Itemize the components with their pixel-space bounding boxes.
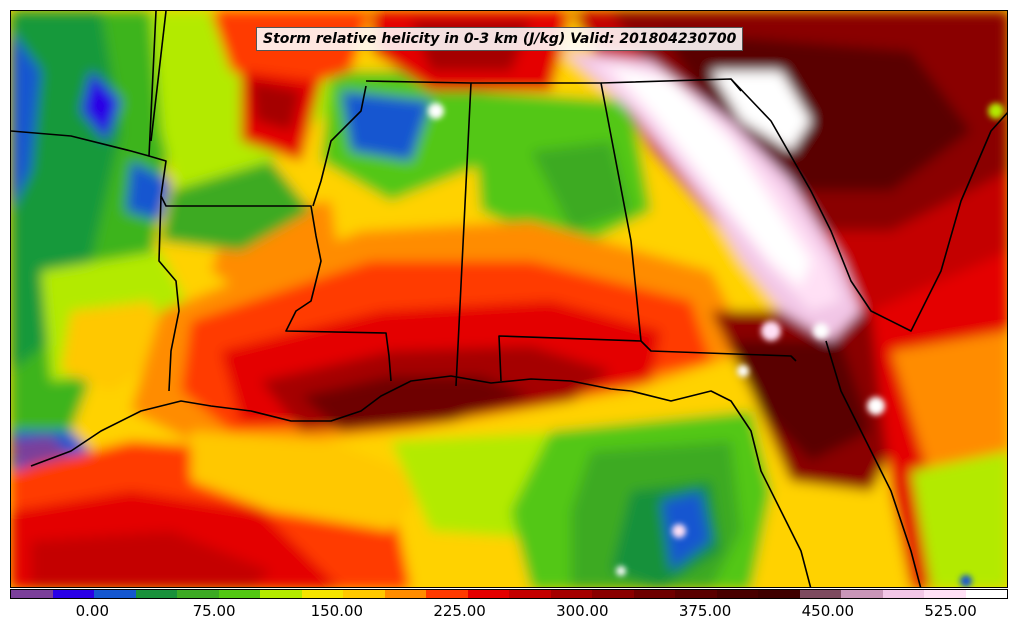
shaded-contours	[11, 11, 1007, 587]
colorbar-tick-label: 450.00	[801, 602, 855, 620]
colorbar-segment-23	[965, 590, 1007, 598]
boundaries	[11, 11, 1007, 587]
colorbar-segment-0	[11, 590, 53, 598]
florida-west-coast	[630, 390, 812, 587]
small-cells	[428, 103, 1004, 587]
texas-louisiana-border	[158, 195, 180, 392]
helicity-field	[11, 11, 1007, 587]
colorbar-segment-7	[301, 590, 343, 598]
colorbar-segment-21	[882, 590, 924, 598]
map-title: Storm relative helicity in 0-3 km (J/kg)…	[256, 27, 744, 51]
mississippi-river	[312, 85, 367, 207]
colorbar-segment-1	[52, 590, 94, 598]
colorbar-tick-label: 300.00	[556, 602, 609, 620]
colorbar-segment-19	[799, 590, 841, 598]
colorbar-segment-18	[758, 590, 800, 598]
colorbar-segment-3	[135, 590, 177, 598]
colorbar-tick-label: 525.00	[924, 602, 977, 620]
carolina-coast	[730, 78, 1007, 332]
florida-georgia-border	[640, 340, 797, 362]
colorbar-segment-4	[177, 590, 219, 598]
colorbar	[10, 589, 1008, 599]
florida-east-coast	[825, 340, 922, 587]
state-borders-west	[148, 11, 392, 382]
colorbar-tick-label: 150.00	[310, 602, 364, 620]
colorbar-segment-14	[592, 590, 634, 598]
colorbar-segment-15	[633, 590, 675, 598]
colorbar-tick-label: 75.00	[192, 602, 236, 620]
oklahoma-border	[150, 11, 167, 142]
colorbar-segment-2	[94, 590, 136, 598]
colorbar-tick-label: 375.00	[678, 602, 732, 620]
helicity-map: Storm relative helicity in 0-3 km (J/kg)…	[10, 10, 1008, 588]
colorbar-segment-5	[218, 590, 260, 598]
colorbar-tick-label: 225.00	[433, 602, 486, 620]
gulf-coast	[30, 375, 632, 467]
colorbar-segment-10	[426, 590, 468, 598]
colorbar-segment-11	[467, 590, 509, 598]
colorbar-segment-6	[260, 590, 302, 598]
colorbar-segment-13	[550, 590, 592, 598]
alabama-georgia-border	[471, 82, 642, 382]
colorbar-segment-16	[675, 590, 717, 598]
colorbar-segment-12	[509, 590, 551, 598]
colorbar-tick-labels: 0.00 75.00 150.00 225.00 300.00 375.00 450.00 5…	[10, 602, 1008, 624]
red-river	[11, 130, 150, 157]
colorbar-segment-20	[841, 590, 883, 598]
colorbar-segment-17	[716, 590, 758, 598]
colorbar-segment-9	[384, 590, 426, 598]
colorbar-segment-8	[343, 590, 385, 598]
colorbar-tick-label: 0.00	[75, 602, 110, 620]
colorbar-segment-22	[924, 590, 966, 598]
